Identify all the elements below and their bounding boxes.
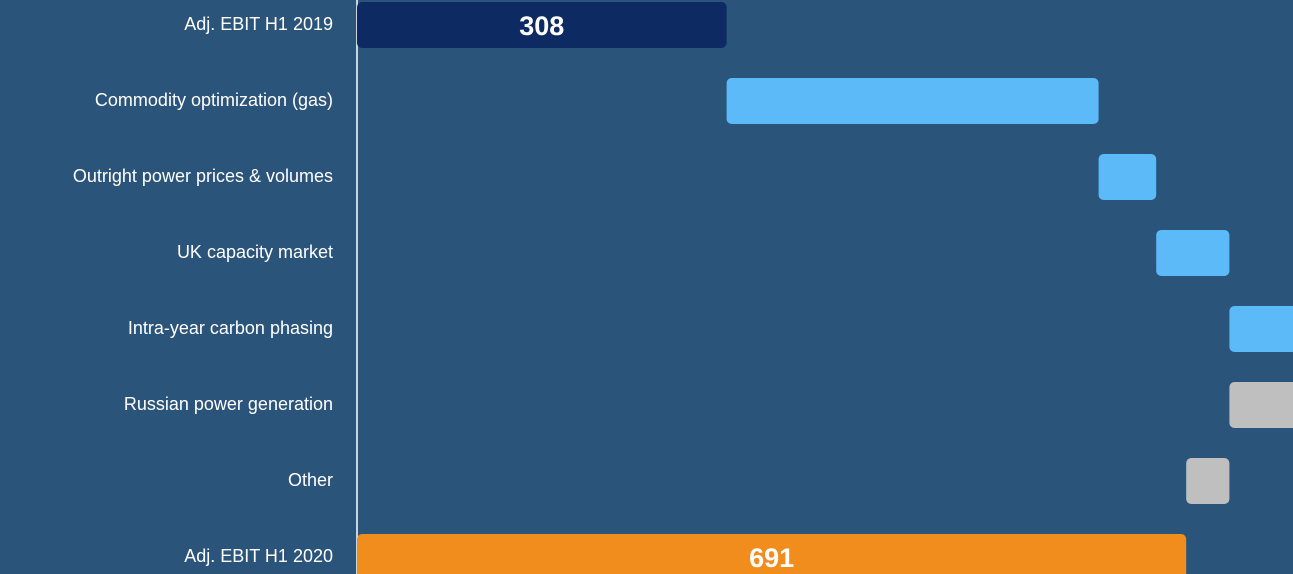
category-label: Adj. EBIT H1 2019 xyxy=(184,14,333,34)
category-label: Outright power prices & volumes xyxy=(73,166,333,186)
category-label: Other xyxy=(288,470,333,490)
category-label: Commodity optimization (gas) xyxy=(95,90,333,110)
bar xyxy=(1186,458,1230,504)
bar xyxy=(1098,154,1157,200)
value-label: 691 xyxy=(749,543,794,573)
category-label: Adj. EBIT H1 2020 xyxy=(184,546,333,566)
bar xyxy=(1229,306,1293,352)
bar xyxy=(357,534,1187,574)
category-label: UK capacity market xyxy=(177,242,333,262)
bar xyxy=(1229,382,1293,428)
category-label: Intra-year carbon phasing xyxy=(128,318,333,338)
bar xyxy=(357,2,727,48)
bar xyxy=(726,78,1099,124)
category-label: Russian power generation xyxy=(124,394,333,414)
value-label: 308 xyxy=(519,11,564,41)
bar xyxy=(1156,230,1230,276)
